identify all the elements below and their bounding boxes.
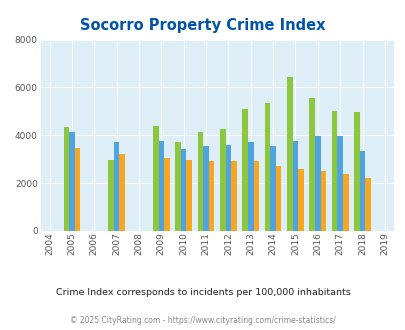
Bar	[286, 77, 292, 231]
Bar	[186, 160, 192, 231]
Bar	[75, 148, 80, 231]
Legend: Socorro, New Mexico, National: Socorro, New Mexico, National	[69, 329, 364, 330]
Bar	[164, 158, 169, 231]
Bar	[264, 103, 270, 231]
Bar	[242, 109, 247, 231]
Bar	[309, 98, 314, 231]
Text: Socorro Property Crime Index: Socorro Property Crime Index	[80, 18, 325, 33]
Bar	[292, 141, 298, 231]
Bar	[230, 161, 236, 231]
Bar	[108, 160, 113, 231]
Bar	[203, 146, 208, 231]
Bar	[197, 132, 203, 231]
Bar	[331, 111, 337, 231]
Bar	[342, 174, 347, 231]
Bar	[364, 178, 370, 231]
Bar	[225, 145, 230, 231]
Bar	[113, 143, 119, 231]
Bar	[119, 154, 125, 231]
Bar	[298, 169, 303, 231]
Bar	[359, 150, 364, 231]
Bar	[270, 146, 275, 231]
Bar	[353, 112, 359, 231]
Bar	[253, 161, 258, 231]
Bar	[247, 142, 253, 231]
Text: © 2025 CityRating.com - https://www.cityrating.com/crime-statistics/: © 2025 CityRating.com - https://www.city…	[70, 315, 335, 325]
Text: Crime Index corresponds to incidents per 100,000 inhabitants: Crime Index corresponds to incidents per…	[55, 287, 350, 297]
Bar	[175, 143, 181, 231]
Bar	[181, 149, 186, 231]
Bar	[220, 129, 225, 231]
Bar	[208, 161, 214, 231]
Bar	[158, 141, 164, 231]
Bar	[337, 136, 342, 231]
Bar	[320, 171, 325, 231]
Bar	[69, 132, 75, 231]
Bar	[314, 136, 320, 231]
Bar	[153, 126, 158, 231]
Bar	[275, 166, 281, 231]
Bar	[63, 127, 69, 231]
